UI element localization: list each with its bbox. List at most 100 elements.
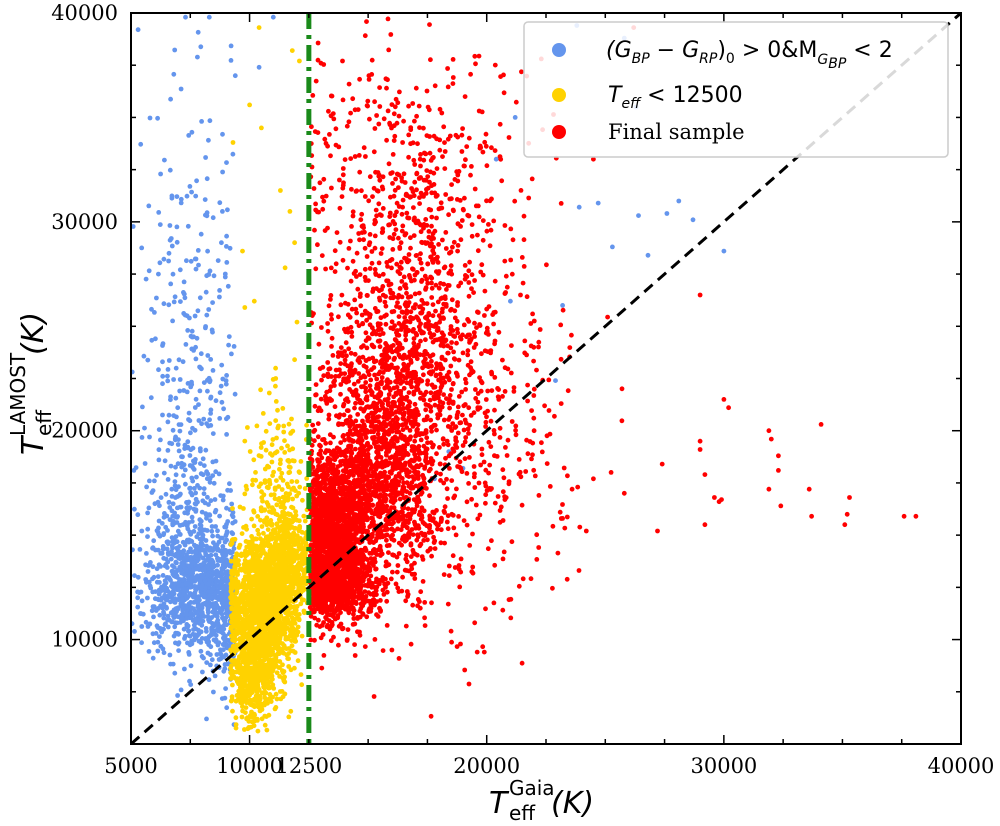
color-magnitude-cut-point-1059 xyxy=(173,395,179,401)
teff-lt-12500-point-1845 xyxy=(279,668,285,674)
teff-lt-12500-point-2642 xyxy=(268,545,274,550)
teff-lt-12500-point-2662 xyxy=(259,125,264,131)
color-magnitude-cut-point-795 xyxy=(171,552,177,558)
color-magnitude-cut-point-1305 xyxy=(170,427,176,433)
teff-lt-12500-point-2011 xyxy=(272,487,278,492)
teff-lt-12500-point-1640 xyxy=(240,708,246,714)
color-magnitude-cut-point-1240 xyxy=(219,362,225,368)
color-magnitude-cut-point-266 xyxy=(150,589,156,595)
teff-lt-12500-point-1460 xyxy=(296,616,302,622)
final-sample-point-535 xyxy=(321,653,327,658)
teff-lt-12500-point-1876 xyxy=(240,679,246,684)
color-magnitude-cut-point-1165 xyxy=(187,418,193,424)
color-magnitude-cut-point-1327 xyxy=(225,283,231,289)
color-magnitude-cut-point-959 xyxy=(210,459,216,465)
color-magnitude-cut-point-749 xyxy=(184,611,190,617)
color-magnitude-cut-point-1382 xyxy=(206,137,211,143)
color-magnitude-cut-point-1108 xyxy=(222,539,228,545)
teff-lt-12500-point-2629 xyxy=(292,556,298,561)
color-magnitude-cut-point-999 xyxy=(135,512,141,518)
teff-lt-12500-point-2630 xyxy=(261,606,266,611)
teff-lt-12500-point-2624 xyxy=(276,594,282,600)
teff-lt-12500-point-1988 xyxy=(242,491,248,497)
teff-lt-12500-point-2037 xyxy=(273,383,278,389)
teff-lt-12500-point-2645 xyxy=(301,578,307,583)
teff-lt-12500-point-2579 xyxy=(302,555,307,561)
teff-lt-12500-point-2495 xyxy=(258,559,263,564)
color-magnitude-cut-point-935 xyxy=(201,463,207,468)
color-magnitude-cut-point-1242 xyxy=(149,306,154,312)
teff-lt-12500-point-1760 xyxy=(251,612,256,617)
color-magnitude-cut-point-897 xyxy=(184,624,190,629)
teff-lt-12500-point-2473 xyxy=(276,618,282,624)
teff-lt-12500-point-2425 xyxy=(245,576,250,582)
color-magnitude-cut-point-1096 xyxy=(160,412,165,418)
teff-lt-12500-point-2062 xyxy=(280,478,286,483)
teff-lt-12500-point-1307 xyxy=(248,588,254,594)
teff-lt-12500-point-2039 xyxy=(294,493,300,499)
color-magnitude-cut-point-1616 xyxy=(576,204,582,210)
teff-lt-12500-point-2102 xyxy=(296,469,302,475)
teff-lt-12500-point-2114 xyxy=(287,469,293,475)
color-magnitude-cut-point-1399 xyxy=(206,272,212,277)
color-magnitude-cut-point-1241 xyxy=(193,266,199,272)
teff-lt-12500-point-2295 xyxy=(247,562,253,568)
color-magnitude-cut-point-1309 xyxy=(225,207,230,213)
teff-lt-12500-point-2095 xyxy=(268,518,274,523)
color-magnitude-cut-point-1008 xyxy=(224,432,230,437)
color-magnitude-cut-point-691 xyxy=(203,626,209,631)
color-magnitude-cut-point-1027 xyxy=(210,609,216,615)
teff-lt-12500-point-2148 xyxy=(258,454,264,459)
color-magnitude-cut-point-1167 xyxy=(173,365,179,371)
teff-lt-12500-point-1349 xyxy=(237,552,243,558)
color-magnitude-cut-point-762 xyxy=(161,615,167,621)
color-magnitude-cut-point-996 xyxy=(186,549,191,555)
color-magnitude-cut-point-1138 xyxy=(185,510,191,516)
color-magnitude-cut-point-1013 xyxy=(162,458,168,464)
teff-lt-12500-point-2077 xyxy=(260,411,266,416)
teff-lt-12500-point-1700 xyxy=(266,626,272,632)
color-magnitude-cut-point-60 xyxy=(199,636,205,641)
teff-lt-12500-point-2601 xyxy=(275,548,281,554)
color-magnitude-cut-point-1604 xyxy=(232,73,238,79)
color-magnitude-cut-point-1032 xyxy=(148,395,154,401)
teff-lt-12500-point-2028 xyxy=(302,518,308,524)
color-magnitude-cut-point-1598 xyxy=(224,587,229,593)
teff-lt-12500-point-1962 xyxy=(286,464,292,470)
color-magnitude-cut-point-1340 xyxy=(222,274,228,280)
color-magnitude-cut-point-662 xyxy=(139,640,145,646)
teff-lt-12500-point-1595 xyxy=(240,704,245,709)
teff-lt-12500-point-1990 xyxy=(264,500,270,505)
color-magnitude-cut-point-1021 xyxy=(179,460,185,466)
color-magnitude-cut-point-321 xyxy=(149,608,155,614)
color-magnitude-cut-point-1202 xyxy=(225,487,231,493)
teff-lt-12500-point-1863 xyxy=(240,671,246,677)
teff-lt-12500-point-1677 xyxy=(249,641,254,646)
color-magnitude-cut-point-222 xyxy=(198,648,204,654)
teff-lt-12500-point-1468 xyxy=(273,638,278,643)
color-magnitude-cut-point-242 xyxy=(157,612,163,618)
color-magnitude-cut-point-1290 xyxy=(157,260,163,266)
color-magnitude-cut-point-1187 xyxy=(205,353,211,358)
color-magnitude-cut-point-1367 xyxy=(191,606,196,611)
color-magnitude-cut-point-1513 xyxy=(209,588,214,594)
teff-lt-12500-point-1954 xyxy=(274,478,279,483)
teff-lt-12500-point-1440 xyxy=(236,627,241,633)
teff-lt-12500-point-2332 xyxy=(282,495,288,501)
color-magnitude-cut-point-1585 xyxy=(218,592,224,598)
color-magnitude-cut-point-1188 xyxy=(141,353,147,359)
teff-lt-12500-point-1862 xyxy=(246,650,252,656)
teff-lt-12500-point-2556 xyxy=(264,522,270,528)
color-magnitude-cut-point-994 xyxy=(171,413,177,418)
color-magnitude-cut-point-1381 xyxy=(200,535,205,541)
teff-lt-12500-point-2107 xyxy=(276,423,281,429)
color-magnitude-cut-point-859 xyxy=(164,546,170,552)
color-magnitude-cut-point-1282 xyxy=(177,428,183,434)
color-magnitude-cut-point-1193 xyxy=(166,593,172,599)
teff-lt-12500-point-2663 xyxy=(278,188,283,193)
color-magnitude-cut-point-1597 xyxy=(206,642,212,648)
color-magnitude-cut-point-555 xyxy=(158,643,164,649)
teff-lt-12500-point-2623 xyxy=(286,558,292,564)
color-magnitude-cut-point-1561 xyxy=(204,716,209,722)
color-magnitude-cut-point-1137 xyxy=(208,498,214,504)
